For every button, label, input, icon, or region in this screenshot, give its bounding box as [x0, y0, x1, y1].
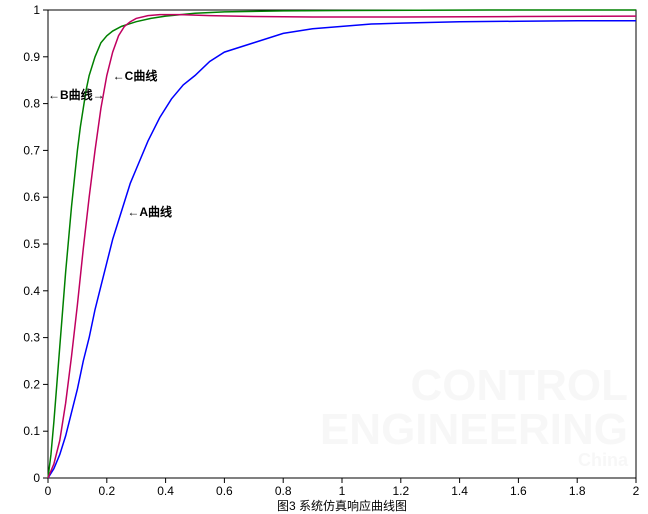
annotation: ←B曲线→: [48, 87, 105, 102]
y-tick-label: 0.8: [23, 97, 40, 111]
y-tick-label: 1: [33, 3, 40, 17]
y-tick-label: 0.2: [23, 377, 40, 391]
x-tick-label: 1.2: [392, 484, 409, 498]
x-tick-label: 0.2: [98, 484, 115, 498]
x-tick-label: 2: [633, 484, 640, 498]
y-tick-label: 0.3: [23, 331, 40, 345]
y-tick-label: 0.7: [23, 143, 40, 157]
x-tick-label: 0: [45, 484, 52, 498]
watermark-sub: China: [578, 450, 629, 470]
y-tick-label: 0.6: [23, 190, 40, 204]
x-tick-label: 0.6: [216, 484, 233, 498]
watermark-line2: ENGINEERING: [320, 405, 628, 454]
x-tick-label: 0.4: [157, 484, 174, 498]
x-tick-label: 0.8: [275, 484, 292, 498]
response-curve-chart: CONTROLENGINEERINGChina 0 0.2 0.4 0.6 0.8 1 1.2…: [0, 0, 648, 514]
y-tick-label: 0.5: [23, 237, 40, 251]
x-tick-label: 1.8: [569, 484, 586, 498]
annotation: ←A曲线: [127, 204, 172, 219]
annotation: ←C曲线: [113, 68, 158, 83]
y-tick-label: 0: [33, 471, 40, 485]
chart-caption: 图3 系统仿真响应曲线图: [277, 498, 407, 513]
x-tick-label: 1.4: [451, 484, 468, 498]
x-tick-label: 1.6: [510, 484, 527, 498]
y-tick-label: 0.9: [23, 50, 40, 64]
x-tick-label: 1: [339, 484, 346, 498]
watermark-line1: CONTROL: [410, 361, 628, 410]
y-tick-label: 0.1: [23, 424, 40, 438]
y-tick-label: 0.4: [23, 284, 40, 298]
